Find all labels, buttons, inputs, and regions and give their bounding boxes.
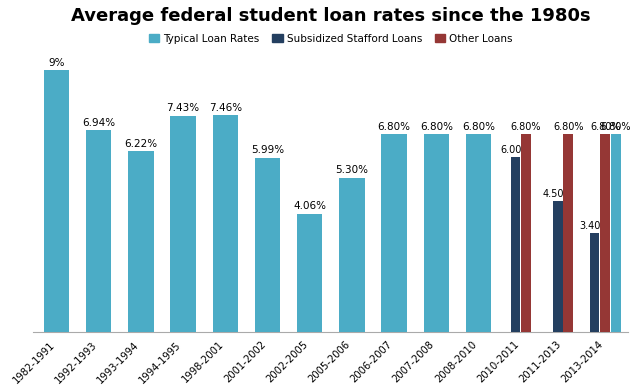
Bar	[521, 134, 531, 332]
Bar	[128, 151, 154, 332]
Text: 7.43%: 7.43%	[166, 103, 200, 113]
Bar	[511, 157, 520, 332]
Bar	[611, 134, 621, 332]
Bar	[86, 130, 111, 332]
Bar	[212, 115, 238, 332]
Text: 6.94%: 6.94%	[82, 118, 115, 128]
Text: 6.80%: 6.80%	[553, 122, 584, 132]
Text: 3.40%: 3.40%	[579, 221, 610, 230]
Bar	[600, 134, 610, 332]
Bar	[339, 178, 365, 332]
Text: 4.06%: 4.06%	[293, 201, 326, 211]
Text: 9%: 9%	[48, 58, 65, 68]
Text: 7.46%: 7.46%	[209, 103, 242, 113]
Text: 4.50%: 4.50%	[542, 189, 573, 199]
Title: Average federal student loan rates since the 1980s: Average federal student loan rates since…	[71, 7, 591, 25]
Bar	[589, 233, 600, 332]
Text: 6.80%: 6.80%	[462, 122, 495, 132]
Bar	[170, 116, 196, 332]
Text: 6.80%: 6.80%	[590, 122, 620, 132]
Bar	[424, 134, 449, 332]
Text: 6.80%: 6.80%	[511, 122, 541, 132]
Bar	[297, 214, 323, 332]
Text: 6.80%: 6.80%	[378, 122, 411, 132]
Text: 6.80%: 6.80%	[600, 122, 631, 132]
Bar	[381, 134, 407, 332]
Text: 6.22%: 6.22%	[124, 139, 157, 149]
Bar	[255, 158, 280, 332]
Bar	[553, 201, 563, 332]
Text: 6.80%: 6.80%	[420, 122, 453, 132]
Bar	[44, 70, 69, 332]
Text: 5.99%: 5.99%	[251, 145, 284, 155]
Legend: Typical Loan Rates, Subsidized Stafford Loans, Other Loans: Typical Loan Rates, Subsidized Stafford …	[147, 32, 515, 46]
Text: 6.00%: 6.00%	[500, 145, 531, 155]
Bar	[563, 134, 573, 332]
Text: 5.30%: 5.30%	[335, 165, 369, 175]
Bar	[466, 134, 491, 332]
